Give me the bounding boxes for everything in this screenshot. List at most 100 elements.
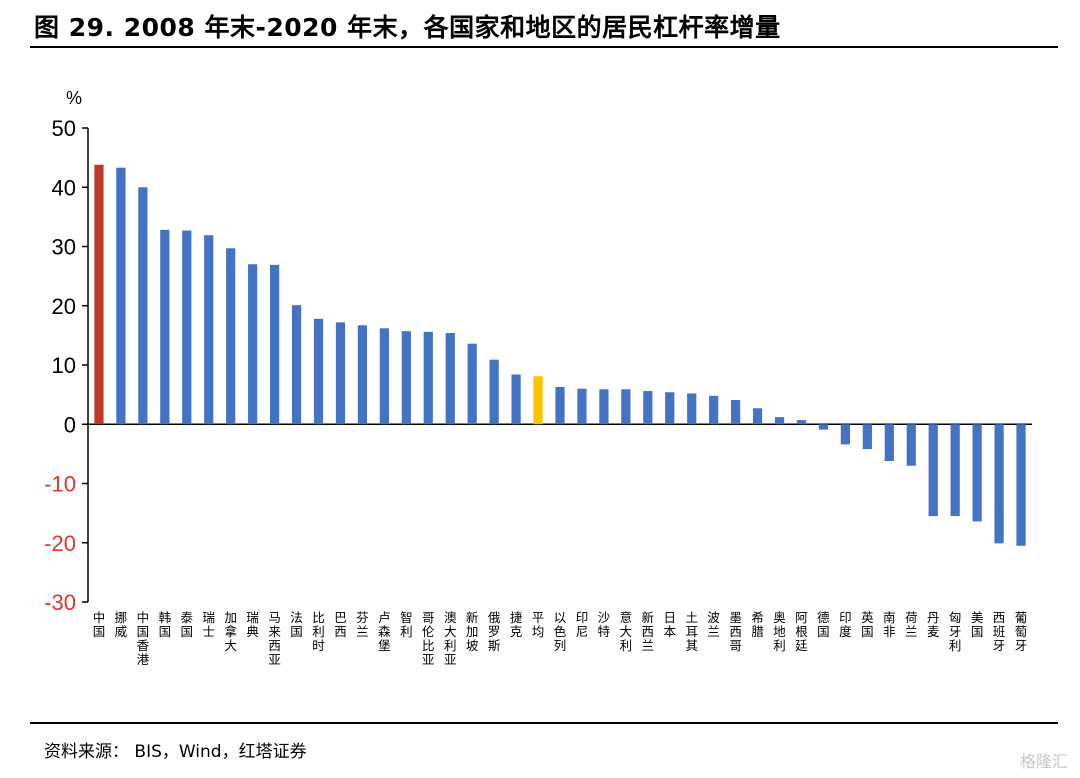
y-tick-label: 20 [52,294,76,319]
bar [401,331,411,425]
bar [138,187,148,425]
bar [687,393,697,425]
x-tick-label: 瑞典 [246,610,259,639]
y-tick-label: 50 [52,116,76,141]
x-tick-label: 墨西哥 [729,610,742,653]
x-tick-label: 俄罗斯 [488,610,501,653]
x-axis-labels: 中国挪威中国香港韩国泰国瑞士加拿大瑞典马来西亚法国比利时巴西芬兰卢森堡智利哥伦比… [93,610,1028,667]
bar [423,331,433,425]
x-tick-label: 新西兰 [642,610,655,653]
bar [774,417,785,425]
bar [577,388,587,425]
bar [533,376,543,425]
bar [94,164,104,425]
x-tick-label: 以色列 [554,610,567,653]
bar [204,235,214,425]
bar [226,248,236,425]
top-rule [30,46,1058,48]
x-tick-label: 美国 [971,610,984,639]
x-tick-label: 芬兰 [356,610,369,639]
y-tick-label: 0 [64,412,76,437]
x-tick-label: 新加坡 [466,610,479,653]
x-tick-label: 平均 [532,610,545,639]
bar [445,333,455,425]
x-tick-label: 希腊 [751,610,764,639]
x-tick-label: 巴西 [334,610,347,639]
bar [972,424,982,522]
bar [994,424,1004,544]
chart-title: 图 29. 2008 年末-2020 年末，各国家和地区的居民杠杆率增量 [34,13,781,42]
x-tick-label: 泰国 [181,610,194,639]
bar [796,420,807,425]
bar [160,229,170,425]
x-tick-label: 奥地利 [773,610,786,653]
bar [731,399,741,425]
x-tick-label: 马来西亚 [268,610,281,667]
y-tick-label: -30 [44,590,76,615]
bar [906,424,916,466]
x-tick-label: 西班牙 [993,610,1006,653]
bar [818,424,829,430]
x-tick-label: 匈牙利 [949,610,962,653]
x-tick-label: 德国 [817,610,830,639]
bar [665,392,675,425]
source-note: 资料来源： BIS，Wind，红塔证券 [44,742,307,762]
bar [182,230,192,425]
bar [862,424,872,450]
x-tick-label: 挪威 [115,610,128,639]
bar [291,305,302,425]
bar [555,386,565,425]
x-tick-label: 葡萄牙 [1015,610,1028,653]
y-unit-label: % [66,88,82,108]
x-tick-label: 荷兰 [905,610,918,639]
x-tick-label: 意大利 [620,610,633,653]
bar [752,408,763,425]
x-tick-label: 澳大利亚 [444,610,457,667]
bar [1016,424,1026,546]
x-tick-label: 中国香港 [137,610,150,667]
x-tick-label: 比利时 [312,610,325,653]
bar [840,424,851,445]
bar [248,264,258,425]
bar [313,318,324,425]
x-tick-label: 韩国 [159,610,172,639]
x-tick-label: 智利 [400,610,413,639]
bar [511,374,521,425]
y-tick-label: 10 [52,353,76,378]
bar [379,328,389,425]
x-tick-label: 印度 [839,610,852,639]
bar [621,389,631,425]
x-tick-label: 加拿大 [224,610,237,653]
y-tick-label: -10 [44,472,76,497]
x-tick-label: 土耳其 [685,610,698,653]
bar [928,424,938,517]
x-tick-label: 法国 [290,610,303,639]
x-tick-label: 丹麦 [927,610,940,639]
x-tick-label: 捷克 [510,610,523,639]
x-tick-label: 卢森堡 [378,610,391,653]
x-tick-label: 英国 [861,610,874,639]
bar [643,391,653,425]
x-tick-label: 阿根廷 [795,610,808,653]
y-tick-label: 30 [52,235,76,260]
y-axis: % 50 40 30 20 10 0 -10 -20 -30 [44,88,1032,615]
bar [116,167,126,425]
bar [599,389,609,425]
x-tick-label: 哥伦比亚 [422,610,435,667]
x-tick-label: 印尼 [576,610,589,639]
bar [269,264,280,425]
bar [950,424,960,517]
y-tick-label: -20 [44,531,76,556]
bar [467,343,477,425]
x-tick-label: 沙特 [598,610,611,639]
x-tick-label: 波兰 [707,610,720,639]
x-tick-label: 日本 [664,610,677,639]
bar [357,325,368,425]
bar [884,424,894,461]
x-tick-label: 南非 [883,610,896,639]
bar [335,322,346,425]
bar-series [94,164,1026,546]
y-tick-label: 40 [52,175,76,200]
watermark: 格隆汇 [1019,752,1068,771]
